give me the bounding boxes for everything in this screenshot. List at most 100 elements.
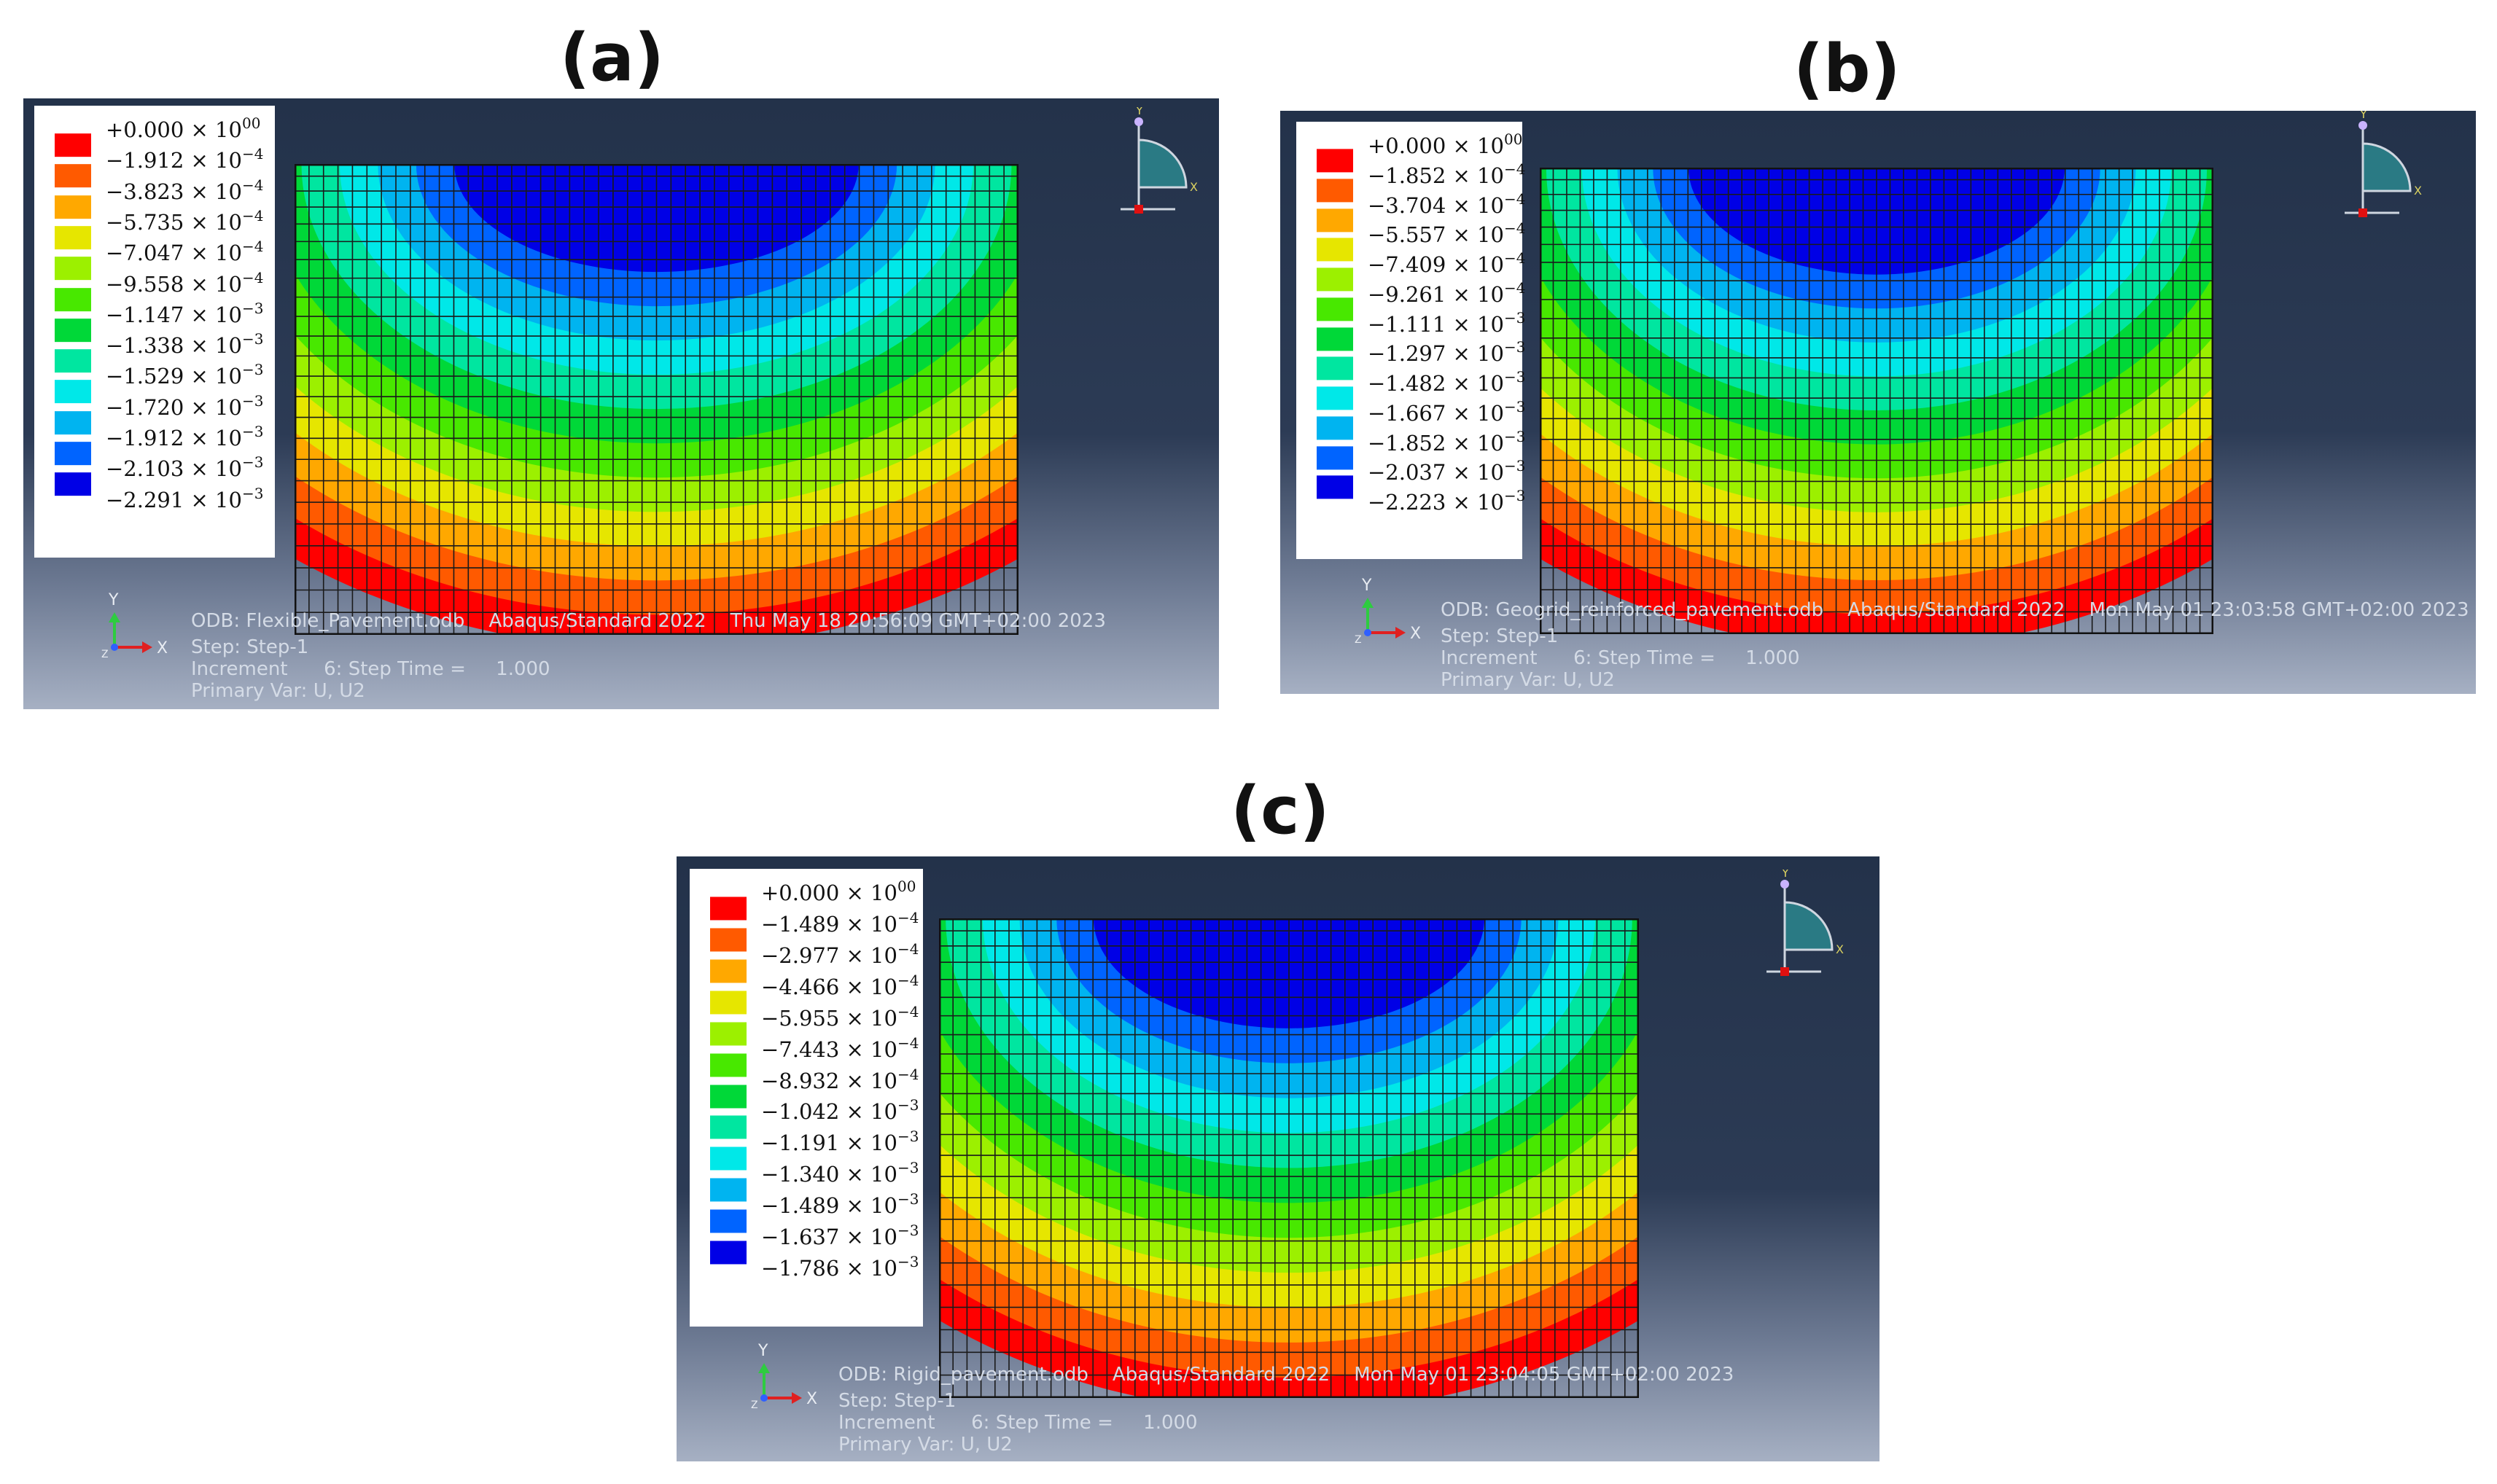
axis-triad-c: Y X Z <box>751 1342 817 1411</box>
legend-value: −2.037 × 10−3 <box>1368 457 1526 485</box>
mesh-grid <box>939 918 1639 1398</box>
legend-entry: −1.191 × 10−3 <box>690 1129 923 1171</box>
legend-swatch <box>1317 208 1353 232</box>
legend-value: −1.720 × 10−3 <box>106 391 264 420</box>
axis-triad-b: Y X Z <box>1355 577 1421 646</box>
legend-swatch <box>55 472 91 496</box>
triad-y-label: Y <box>757 1342 768 1360</box>
legend-entry: −1.912 × 10−4 <box>34 145 275 188</box>
legend-value: −2.103 × 10−3 <box>106 453 264 482</box>
legend-entry: −4.466 × 10−4 <box>690 971 923 1015</box>
legend-swatch <box>710 928 747 952</box>
viewport-panel-c[interactable]: +0.000 × 1000 −1.489 × 10−4 −2.977 × 10−4 −… <box>677 856 1879 1461</box>
triad-y-arrow <box>1362 598 1374 608</box>
legend-swatch <box>1317 416 1353 440</box>
legend-value: −1.482 × 10−3 <box>1368 368 1526 397</box>
legend-swatch <box>55 410 91 434</box>
axis-y-label: Y <box>1781 870 1789 880</box>
model-border <box>1540 168 2213 634</box>
legend-panel-a: +0.000 × 1000 −1.912 × 10−4 −3.823 × 10−4−… <box>34 106 275 558</box>
legend-swatch <box>1317 327 1353 351</box>
legend-entry: −1.786 × 10−3 <box>690 1253 923 1281</box>
legend-value: +0.000 × 1000 <box>106 114 261 142</box>
legend-swatch <box>710 1115 747 1139</box>
triad-y-arrow <box>109 612 120 622</box>
legend-value: −2.223 × 10−3 <box>1368 487 1526 515</box>
legend-entry: −8.932 × 10−4 <box>690 1067 923 1108</box>
step-info-a: Step: Step-1 Increment 6: Step Time = 1.… <box>191 636 550 702</box>
legend-value: −1.786 × 10−3 <box>761 1253 919 1281</box>
legend-swatch <box>710 1147 747 1171</box>
legend-swatch <box>710 959 747 983</box>
axis-x-label: X <box>2414 184 2422 198</box>
legend-swatch <box>1317 297 1353 321</box>
viewport-panel-b[interactable]: +0.000 × 1000 −1.852 × 10−4 −3.704 × 10−4 −… <box>1280 111 2476 694</box>
legend-value: −4.466 × 10−4 <box>761 971 919 999</box>
legend-entry: −9.558 × 10−4 <box>34 270 275 311</box>
odb-info-a: ODB: Flexible_Pavement.odb Abaqus/Standa… <box>191 610 1106 632</box>
legend-value: +0.000 × 1000 <box>1368 130 1523 158</box>
legend-entry: −2.037 × 10−3 <box>1296 457 1526 499</box>
triad-y-arrow <box>758 1363 770 1373</box>
displacement-contour-a <box>295 164 1018 635</box>
triad-z-axis <box>760 1394 768 1402</box>
legend-entry: −2.977 × 10−4 <box>690 942 923 983</box>
displacement-contour-b <box>1540 168 2213 634</box>
legend-value: −1.912 × 10−4 <box>106 145 264 173</box>
legend-entry: −9.261 × 10−4 <box>1296 278 1526 321</box>
legend-value: −7.443 × 10−4 <box>761 1034 919 1062</box>
view-orientation-icon-c: YX <box>1766 870 1844 976</box>
model-border <box>939 918 1639 1398</box>
triad-x-label: X <box>806 1390 817 1408</box>
legend-swatch <box>55 226 91 250</box>
legend-entry: −1.852 × 10−4 <box>1296 162 1525 203</box>
legend-entry: −1.720 × 10−3 <box>34 391 275 434</box>
legend-entry: +0.000 × 1000 <box>690 879 923 921</box>
legend-swatch <box>55 442 91 466</box>
legend-entry: +0.000 × 1000 <box>1296 130 1523 173</box>
panel-c-label: (c) <box>1231 773 1330 849</box>
legend-swatch <box>1317 446 1353 470</box>
legend-entry: −7.409 × 10−4 <box>1296 251 1525 292</box>
viewport-panel-a[interactable]: +0.000 × 1000 −1.912 × 10−4 −3.823 × 10−4−… <box>23 98 1219 709</box>
legend-swatch <box>1317 386 1353 410</box>
legend-value: −1.852 × 10−3 <box>1368 427 1526 456</box>
legend-swatch <box>55 380 91 404</box>
legend-swatch <box>55 318 91 342</box>
legend-entry: −1.147 × 10−3 <box>34 301 275 342</box>
legend-swatch <box>55 257 91 281</box>
triad-x-arrow <box>142 641 152 653</box>
legend-swatch <box>1317 475 1353 499</box>
triad-z-axis <box>111 644 118 651</box>
legend-value: −3.704 × 10−4 <box>1368 190 1526 218</box>
top-node <box>1134 117 1143 126</box>
displacement-contour-c <box>939 918 1639 1398</box>
legend-panel-b: +0.000 × 1000 −1.852 × 10−4 −3.704 × 10−4 −… <box>1296 122 1526 559</box>
legend-value: −3.823 × 10−4 <box>106 176 264 204</box>
legend-swatch <box>710 897 747 921</box>
legend-swatch <box>710 1241 747 1265</box>
axis-triad-a: Y X Z <box>101 591 168 660</box>
legend-value: −1.489 × 10−4 <box>761 908 919 937</box>
step-info-c: Step: Step-1 Increment 6: Step Time = 1.… <box>838 1390 1198 1456</box>
legend-entry: −1.489 × 10−4 <box>690 908 923 952</box>
legend-swatch <box>55 195 91 219</box>
triad-y-label: Y <box>108 591 119 609</box>
legend-value: −9.261 × 10−4 <box>1368 278 1526 307</box>
triad-z-label: Z <box>751 1399 758 1411</box>
legend-entry: −7.443 × 10−4 <box>690 1034 923 1077</box>
legend-entry: −5.955 × 10−4 <box>690 1002 923 1046</box>
legend-swatch <box>710 1209 747 1233</box>
legend-swatch <box>1317 238 1353 262</box>
quarter-arc <box>2361 136 2412 192</box>
legend-value: −5.735 × 10−4 <box>106 206 264 235</box>
legend-swatch <box>710 1053 747 1077</box>
legend-entry: +0.000 × 1000 <box>34 114 275 157</box>
axis-x-label: X <box>1190 180 1198 194</box>
triad-y-label: Y <box>1361 577 1372 595</box>
triad-x-label: X <box>157 639 168 657</box>
triad-z-label: Z <box>1355 634 1362 646</box>
view-orientation-icon-a: YX <box>1121 107 1198 214</box>
legend-value: −5.955 × 10−4 <box>761 1002 919 1031</box>
panel-a-label: (a) <box>560 20 664 96</box>
